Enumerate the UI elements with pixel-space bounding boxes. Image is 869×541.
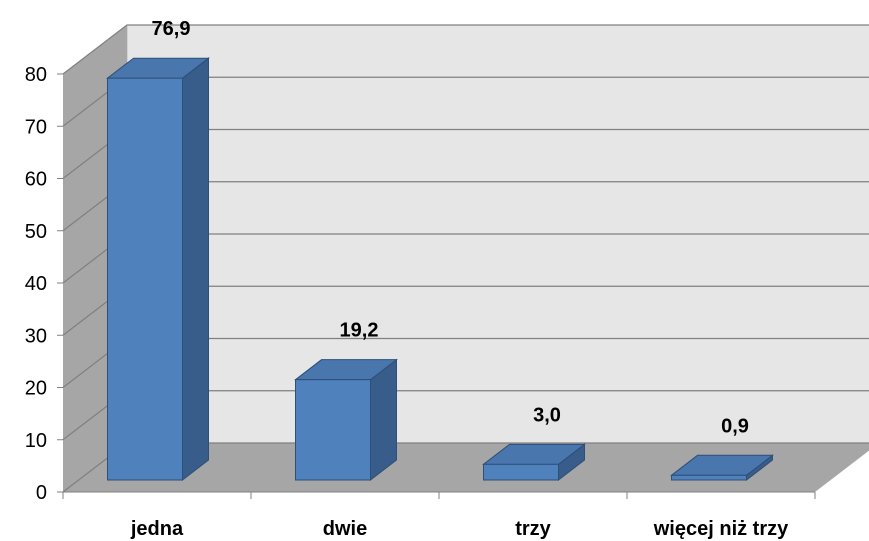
data-label: 3,0 [533, 404, 561, 426]
data-label: 19,2 [340, 320, 379, 342]
bar-więcej-niż-trzy [670, 454, 774, 482]
y-tick-label: 70 [25, 116, 47, 138]
floor [63, 443, 869, 492]
data-label: 76,9 [152, 18, 191, 40]
bar-trzy [482, 443, 586, 482]
y-tick-label: 20 [25, 378, 47, 400]
bar-front [671, 474, 747, 481]
x-category-label: dwie [323, 518, 367, 540]
bar-jedna [106, 57, 210, 482]
bars [106, 57, 774, 482]
bar-side [370, 358, 397, 482]
x-category-label: więcej niż trzy [653, 518, 789, 540]
y-tick-label: 50 [25, 221, 47, 243]
gridline [62, 24, 869, 75]
y-tick-label: 0 [36, 482, 47, 504]
data-label: 0,9 [721, 415, 749, 437]
y-axis-ticks: 0 10 20 30 40 50 60 70 80 [25, 64, 63, 504]
y-tick-label: 10 [25, 430, 47, 452]
bar-front [295, 379, 371, 481]
bar-front [107, 77, 183, 481]
bar-side [182, 57, 209, 482]
bar-front [483, 463, 559, 481]
y-tick-label: 30 [25, 325, 47, 347]
x-axis-categories: jedna dwie trzy więcej niż trzy [62, 491, 816, 540]
data-labels: 76,9 19,2 3,0 0,9 [152, 18, 749, 437]
y-tick-label: 40 [25, 273, 47, 295]
x-category-label: jedna [130, 518, 184, 540]
y-tick-label: 80 [25, 64, 47, 86]
y-tick-label: 60 [25, 169, 47, 191]
x-category-label: trzy [515, 518, 551, 540]
bar-dwie [294, 358, 398, 482]
